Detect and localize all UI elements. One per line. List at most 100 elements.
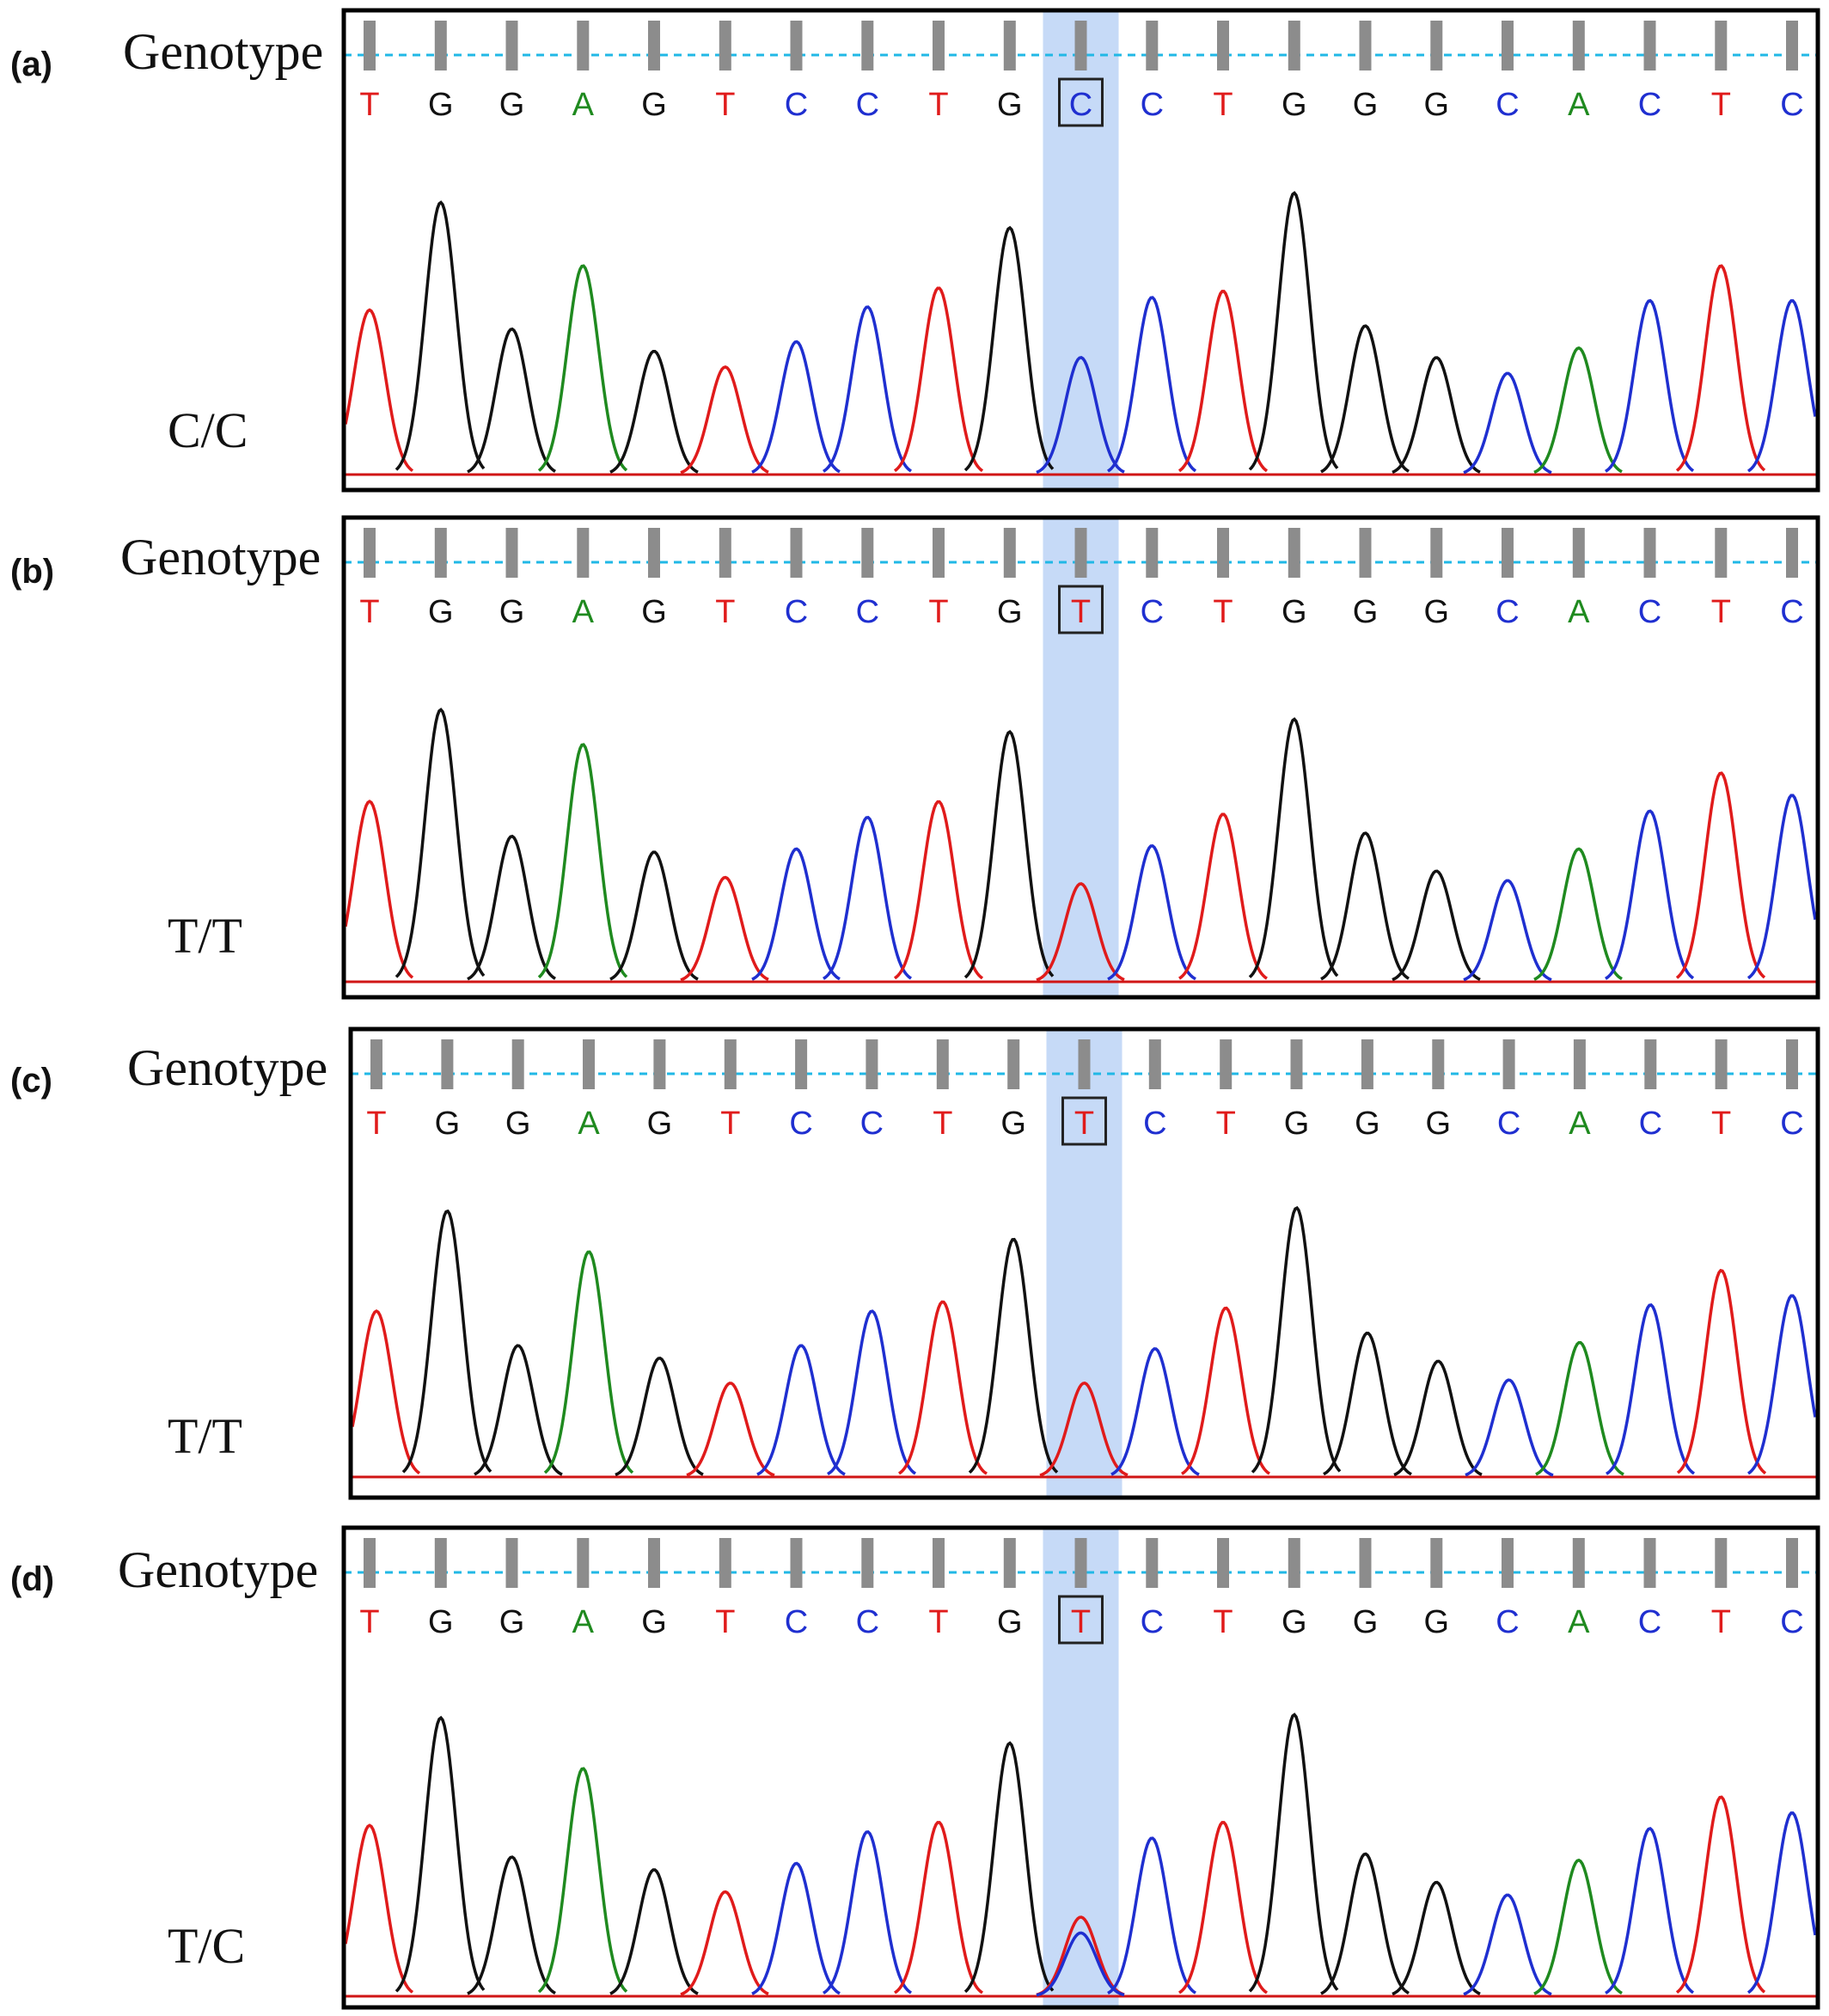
quality-marker bbox=[1643, 528, 1656, 578]
base-call-label: C bbox=[785, 87, 808, 123]
quality-marker bbox=[434, 1538, 447, 1588]
trace-peak-T bbox=[1178, 812, 1268, 980]
trace-peak-G bbox=[615, 1356, 704, 1477]
quality-marker bbox=[1217, 21, 1229, 70]
snp-call-box bbox=[1058, 1595, 1104, 1645]
base-call-label: G bbox=[1426, 1106, 1452, 1142]
quality-marker bbox=[1502, 21, 1514, 70]
quality-marker bbox=[1643, 21, 1656, 70]
base-call-label: A bbox=[572, 1604, 595, 1640]
trace-peak-G bbox=[467, 327, 556, 474]
quality-marker bbox=[1644, 1039, 1657, 1089]
quality-marker bbox=[1146, 1538, 1159, 1588]
base-call-label: G bbox=[641, 1604, 667, 1640]
trace-peak-C bbox=[1746, 299, 1817, 473]
base-call-label: C bbox=[1141, 1604, 1164, 1640]
panel-c: T G G A G T C C T G T C T G G G C A C T C (c) Genotype T/T bbox=[10, 1026, 1820, 1500]
trace-peak-G bbox=[963, 730, 1055, 979]
base-call-label: T bbox=[928, 87, 948, 123]
trace-peak-G bbox=[1251, 1205, 1342, 1474]
quality-marker bbox=[1502, 1538, 1514, 1588]
base-call-label: C bbox=[1780, 594, 1803, 630]
genotype-value: C/C bbox=[168, 402, 248, 458]
base-call-label: T bbox=[933, 1106, 952, 1142]
base-call-label: G bbox=[499, 87, 525, 123]
genotype-row-label: Genotype bbox=[127, 1039, 327, 1096]
base-call-label: G bbox=[997, 1604, 1023, 1640]
quality-marker bbox=[790, 1538, 803, 1588]
trace-peak-G bbox=[1248, 717, 1339, 978]
base-call-label: T bbox=[1071, 594, 1091, 630]
trace-peak-C bbox=[823, 815, 913, 980]
quality-marker bbox=[1217, 1538, 1229, 1588]
quality-marker bbox=[1786, 1039, 1798, 1089]
genotype-row-label: Genotype bbox=[123, 23, 323, 80]
quality-marker bbox=[1074, 1538, 1087, 1588]
trace-peak-T bbox=[1039, 1381, 1129, 1477]
trace-peak-G bbox=[1392, 869, 1481, 982]
trace-peak-G bbox=[401, 1209, 492, 1474]
base-call-label: C bbox=[1638, 87, 1661, 123]
trace-peak-C bbox=[751, 340, 841, 474]
quality-marker bbox=[1572, 1538, 1585, 1588]
base-call-label: T bbox=[715, 1604, 735, 1640]
base-call-label: G bbox=[1424, 1604, 1450, 1640]
quality-marker bbox=[648, 21, 660, 70]
base-call-label: C bbox=[785, 594, 808, 630]
trace-peak-C bbox=[1746, 1294, 1817, 1475]
trace-peak-G bbox=[609, 850, 699, 981]
quality-marker bbox=[933, 528, 945, 578]
trace-peak-T bbox=[893, 1821, 984, 1995]
panel-frame bbox=[341, 515, 1820, 1000]
base-call-label: G bbox=[499, 594, 525, 630]
trace-peak-G bbox=[1248, 1713, 1339, 1993]
base-call-label: G bbox=[1284, 1106, 1310, 1142]
snp-call-box bbox=[1058, 585, 1104, 634]
base-call-label: C bbox=[789, 1106, 812, 1142]
quality-marker bbox=[861, 528, 874, 578]
quality-marker bbox=[1007, 1039, 1020, 1089]
trace-peak-C bbox=[1463, 1893, 1552, 1996]
trace-peak-G bbox=[963, 225, 1055, 472]
quality-marker bbox=[719, 1538, 731, 1588]
quality-marker bbox=[1430, 528, 1443, 578]
trace-peak-C bbox=[1605, 809, 1695, 980]
quality-marker bbox=[653, 1039, 666, 1089]
base-call-label: G bbox=[641, 87, 667, 123]
quality-marker bbox=[370, 1039, 382, 1089]
base-call-label: T bbox=[1213, 1604, 1233, 1640]
base-call-label: T bbox=[715, 87, 735, 123]
quality-marker bbox=[1290, 1039, 1303, 1089]
base-call-label: T bbox=[1071, 1604, 1091, 1640]
snp-highlight-column bbox=[1043, 518, 1119, 997]
quality-marker bbox=[1003, 528, 1016, 578]
trace-peak-C bbox=[751, 847, 841, 981]
base-call-label: T bbox=[1213, 594, 1233, 630]
panel-frame bbox=[341, 1525, 1820, 2010]
quality-marker bbox=[648, 1538, 660, 1588]
quality-marker bbox=[648, 528, 660, 578]
base-call-label: T bbox=[359, 594, 379, 630]
trace-peak-T bbox=[1675, 771, 1766, 979]
quality-marker bbox=[1573, 1039, 1586, 1089]
genotype-value: T/T bbox=[168, 908, 242, 964]
trace-peak-T bbox=[680, 875, 769, 982]
trace-peak-C bbox=[1746, 794, 1817, 980]
trace-peak-A bbox=[537, 264, 628, 472]
trace-peak-C bbox=[1605, 298, 1695, 473]
trace-peak-C bbox=[827, 1309, 917, 1476]
trace-peak-G bbox=[1323, 1332, 1412, 1476]
trace-peak-A bbox=[543, 1250, 634, 1474]
quality-marker bbox=[719, 528, 731, 578]
quality-marker bbox=[1643, 1538, 1656, 1588]
panel-b: T G G A G T C C T G T C T G G G C A C T C (b) Genotype T/T bbox=[10, 515, 1820, 1000]
trace-peak-T bbox=[344, 800, 414, 979]
quality-marker bbox=[866, 1039, 878, 1089]
quality-marker bbox=[1074, 528, 1087, 578]
trace-peak-A bbox=[537, 1767, 628, 1994]
quality-marker bbox=[933, 21, 945, 70]
base-call-label: C bbox=[860, 1106, 884, 1142]
trace-peak-T bbox=[897, 1300, 988, 1475]
trace-peak-T bbox=[1675, 1795, 1766, 1994]
trace-peak-G bbox=[467, 1855, 556, 1995]
